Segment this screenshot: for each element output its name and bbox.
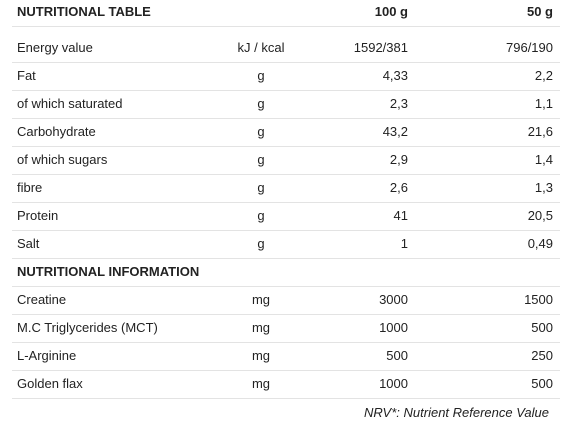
value-50g: 1500 [524,292,553,307]
value-50g: 21,6 [527,124,553,139]
divider [12,398,560,399]
divider [12,174,560,175]
row-label: Energy value [17,40,93,55]
row-label: Creatine [17,292,67,307]
divider [12,370,560,371]
value-50g: 250 [531,348,553,363]
value-50g: 1,4 [534,152,553,167]
row-label: fibre [17,180,43,195]
value-50g: 796/190 [506,40,553,55]
divider [12,258,560,259]
row-label: Fat [17,68,36,83]
row-label: Salt [17,236,40,251]
divider [12,90,560,91]
header-col: 50 g [526,4,553,19]
divider [12,286,560,287]
unit: mg [251,376,271,391]
divider [12,146,560,147]
footnote: NRV*: Nutrient Reference Value [364,405,549,420]
divider [12,230,560,231]
row-label: Golden flax [17,376,83,391]
unit: g [257,236,265,251]
row-label: Carbohydrate [17,124,96,139]
unit: mg [251,348,271,363]
divider [12,26,560,27]
divider [12,118,560,119]
unit: g [257,96,265,111]
row-label: L-Arginine [17,348,77,363]
value-50g: 500 [531,320,553,335]
unit: g [257,124,265,139]
value-50g: 0,49 [527,236,553,251]
value-50g: 1,3 [534,180,553,195]
divider [12,62,560,63]
divider [12,314,560,315]
value-100g: 1 [400,236,408,251]
value-100g: 500 [386,348,408,363]
header-col: 100 g [374,4,408,19]
section-title: NUTRITIONAL INFORMATION [17,264,200,279]
unit: g [257,208,265,223]
unit: mg [251,292,271,307]
value-50g: 500 [531,376,553,391]
value-100g: 43,2 [382,124,408,139]
value-100g: 2,6 [389,180,408,195]
unit: kJ / kcal [237,40,285,55]
divider [12,202,560,203]
unit: g [257,152,265,167]
row-label: M.C Triglycerides (MCT) [17,320,158,335]
value-100g: 3000 [379,292,408,307]
value-100g: 1000 [379,376,408,391]
value-100g: 41 [393,208,408,223]
row-label: of which saturated [17,96,123,111]
unit: g [257,180,265,195]
value-100g: 2,3 [389,96,408,111]
value-50g: 2,2 [534,68,553,83]
value-100g: 4,33 [382,68,408,83]
divider [12,342,560,343]
value-100g: 1592/381 [353,40,408,55]
value-100g: 1000 [379,320,408,335]
value-100g: 2,9 [389,152,408,167]
unit: g [257,68,265,83]
value-50g: 1,1 [534,96,553,111]
row-label: Protein [17,208,59,223]
header-title: NUTRITIONAL TABLE [17,4,151,19]
unit: mg [251,320,271,335]
row-label: of which sugars [17,152,108,167]
value-50g: 20,5 [527,208,553,223]
